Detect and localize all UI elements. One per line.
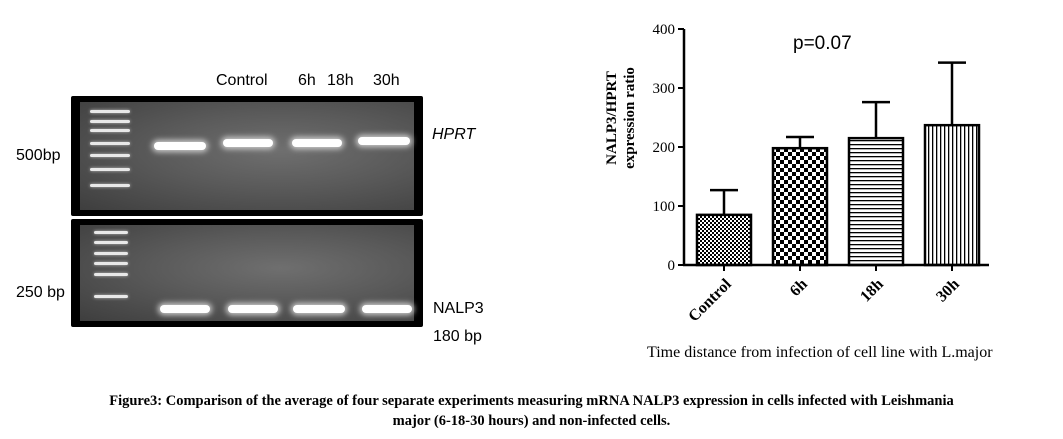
gel-lanes-nalp3 [80,225,414,321]
marker-label-500bp: 500bp [16,147,61,164]
lane-label-18h: 18h [327,72,354,89]
ladder-band [94,252,128,255]
ladder-band [90,110,130,113]
bar-30h [923,123,981,267]
lane-label-6h: 6h [298,72,316,89]
x-tick-label-30h: 30h [933,276,963,306]
bar-18h [847,136,905,267]
gene-label-hprt: HPRT [432,126,476,143]
ladder-band [90,129,130,132]
x-tick-label-6h: 6h [787,276,811,300]
bar-6h [771,146,829,267]
gel-panel-hprt [71,96,423,216]
x-tick-label-control: Control [685,275,735,325]
ladder-band [94,241,128,244]
ladder-band [94,295,128,298]
y-tick-label: 0 [668,258,676,274]
figure-caption-line2: major (6-18-30 hours) and non-infected c… [392,413,671,429]
bars [695,123,981,267]
x-axis-ticks: Control 6h 18h 30h [685,265,963,325]
lane-label-control: Control [216,72,268,89]
band-nalp3-30h [362,305,412,313]
lane-label-30h: 30h [373,72,400,89]
ladder-band [90,154,130,157]
ladder-band [94,273,128,276]
y-tick-label: 200 [653,140,676,156]
y-axis-label: NALP3/HPRT expression ratio [604,67,638,169]
band-hprt-18h [292,139,342,147]
band-nalp3-control [160,305,210,313]
error-bars [710,61,966,215]
x-tick-label-18h: 18h [857,276,887,306]
product-size-label: 180 bp [433,328,482,345]
band-nalp3-6h [228,305,278,313]
x-axis-label: Time distance from infection of cell lin… [647,344,993,361]
ladder-band [90,142,130,145]
ladder-band [90,168,130,171]
band-hprt-control [154,142,206,150]
gene-label-nalp3: NALP3 [433,300,484,317]
marker-label-250bp: 250 bp [16,284,65,301]
figure-caption-line1: Figure3: Comparison of the average of fo… [109,393,954,409]
ladder-band [94,231,128,234]
band-nalp3-18h [293,305,345,313]
ladder-band [90,184,130,187]
p-value-annotation: p=0.07 [793,33,852,54]
ladder-band [90,120,130,123]
y-axis-ticks: 0 100 200 300 400 [653,22,684,274]
y-axis-label-line1: NALP3/HPRT [604,71,620,165]
band-hprt-30h [358,137,410,145]
band-hprt-6h [223,139,273,147]
ladder-band [94,262,128,265]
bar-chart: NALP3/HPRT expression ratio 0 100 200 300 40… [604,22,989,325]
y-tick-label: 100 [653,199,676,215]
y-tick-label: 300 [653,81,676,97]
y-axis-label-line2: expression ratio [622,67,638,169]
bar-control [695,213,753,267]
gel-lanes-hprt [80,102,414,210]
y-tick-label: 400 [653,22,676,38]
gel-panel-nalp3 [71,219,423,327]
